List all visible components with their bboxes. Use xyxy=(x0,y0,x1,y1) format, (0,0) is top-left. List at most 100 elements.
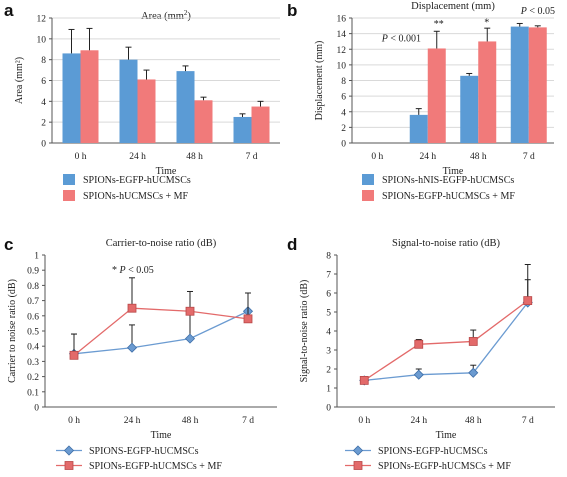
y-tick-label: 8 xyxy=(41,56,46,66)
x-tick-label: 48 h xyxy=(465,416,482,426)
legend-swatch xyxy=(63,190,75,201)
y-tick-label: 0.9 xyxy=(27,267,39,277)
legend-label: SPIONs-EGFP-hUCMSCs + MF xyxy=(378,461,511,472)
legend-swatch xyxy=(362,174,374,185)
legend-label: SPIONS-EGFP-hUCMSCs xyxy=(89,446,199,457)
bar xyxy=(409,114,428,143)
legend-label: SPIONs-EGFP-hUCMSCs xyxy=(83,175,191,186)
panel-letter: d xyxy=(287,235,297,254)
significance-annotation: * xyxy=(484,17,489,28)
x-tick-label: 7 d xyxy=(246,152,258,162)
series-line xyxy=(73,307,249,356)
data-point xyxy=(243,314,253,324)
y-axis-label: Area (mm²) xyxy=(14,57,25,104)
y-axis-label: Signal-to-noise ratio (dB) xyxy=(299,280,310,383)
bar xyxy=(528,27,547,143)
y-tick-label: 0.2 xyxy=(27,373,39,383)
x-tick-label: 7 d xyxy=(523,152,535,162)
y-tick-label: 0 xyxy=(41,140,46,150)
x-tick-label: 48 h xyxy=(182,416,199,426)
y-tick-label: 0.3 xyxy=(27,358,39,368)
data-point xyxy=(413,369,424,380)
y-tick-label: 5 xyxy=(326,309,331,319)
legend-label: SPIONs-EGFP-hUCMSCs + MF xyxy=(382,191,515,202)
y-tick-label: 8 xyxy=(341,77,346,87)
bar xyxy=(119,59,138,143)
panel-letter: c xyxy=(4,235,13,254)
significance-annotation: P < 0.05 xyxy=(520,6,555,17)
y-tick-label: 1 xyxy=(326,385,331,395)
chart-panel-d: d Signal-to-noise ratio (dB) 0 1 2 3 4 5 6 7 8 0 h 2… xyxy=(287,235,555,472)
legend-swatch xyxy=(362,190,374,201)
x-tick-label: 48 h xyxy=(470,152,487,162)
x-tick-label: 7 d xyxy=(522,416,534,426)
y-tick-label: 4 xyxy=(41,98,46,108)
bar xyxy=(478,41,497,143)
y-tick-label: 12 xyxy=(37,15,47,25)
x-axis-label: Time xyxy=(151,430,172,441)
x-tick-label: 24 h xyxy=(410,416,427,426)
y-tick-label: 3 xyxy=(326,347,331,357)
y-tick-label: 0 xyxy=(34,404,39,414)
y-tick-label: 8 xyxy=(326,252,331,262)
chart-title: Displacement (mm) xyxy=(411,1,495,12)
bar xyxy=(137,79,156,143)
bar xyxy=(427,48,446,143)
legend-label: SPIONs-hUCMSCs + MF xyxy=(83,191,189,202)
x-tick-label: 24 h xyxy=(129,152,146,162)
bar xyxy=(251,106,270,143)
chart-panel-c: c Carrier-to-noise ratio (dB) 0 0.1 0.2 0.3 0.… xyxy=(4,235,277,472)
data-point xyxy=(468,337,478,346)
x-axis-label: Time xyxy=(156,166,177,177)
data-point xyxy=(468,367,479,378)
legend-label: SPIONs-hNIS-EGFP-hUCMSCs xyxy=(382,175,514,186)
data-point xyxy=(185,306,195,316)
y-tick-label: 0.4 xyxy=(27,343,39,353)
panel-letter: b xyxy=(287,1,297,20)
data-point xyxy=(359,375,369,385)
x-tick-label: 0 h xyxy=(75,152,87,162)
significance-annotation: P < 0.001 xyxy=(381,33,421,44)
data-point xyxy=(414,339,424,349)
x-tick-label: 0 h xyxy=(68,416,80,426)
legend-marker xyxy=(63,445,75,456)
y-tick-label: 7 xyxy=(326,271,331,281)
bar xyxy=(233,116,252,143)
y-tick-label: 14 xyxy=(337,30,347,40)
data-point xyxy=(126,342,138,353)
y-tick-label: 0.5 xyxy=(27,328,39,338)
series-line xyxy=(364,302,529,382)
chart-panel-b: b Displacement (mm) 0 2 4 6 8 10 12 14 16 0 h 24 h 48… xyxy=(287,1,555,202)
y-tick-label: 2 xyxy=(41,119,46,129)
legend-swatch xyxy=(63,174,75,185)
bar xyxy=(62,53,81,143)
legend-marker xyxy=(64,461,74,470)
bar xyxy=(510,26,529,143)
legend-marker xyxy=(353,461,363,470)
x-tick-label: 48 h xyxy=(186,152,203,162)
series-line xyxy=(363,300,529,381)
x-tick-label: 7 d xyxy=(242,416,254,426)
y-tick-label: 12 xyxy=(337,46,347,56)
y-axis-label: Carrier to noise ratio (dB) xyxy=(7,279,18,383)
legend-marker xyxy=(352,445,364,456)
significance-annotation: ** xyxy=(434,19,444,30)
y-tick-label: 0.6 xyxy=(27,312,39,322)
chart-title: Carrier-to-noise ratio (dB) xyxy=(106,238,217,249)
data-point xyxy=(184,333,196,344)
chart-panel-a: a Area (mm2) 0 2 4 6 8 10 12 0 h 24 h 48 h 7 d Time Ar… xyxy=(4,1,280,202)
y-tick-label: 6 xyxy=(341,93,346,103)
data-point xyxy=(127,303,137,313)
y-tick-label: 0 xyxy=(326,404,331,414)
x-axis-label: Time xyxy=(436,430,457,441)
data-point xyxy=(69,350,79,360)
data-point xyxy=(523,296,533,306)
y-tick-label: 2 xyxy=(341,124,346,134)
y-axis-label: Displacement (mm) xyxy=(314,41,325,121)
x-tick-label: 0 h xyxy=(371,152,383,162)
x-axis-label: Time xyxy=(443,166,464,177)
x-tick-label: 24 h xyxy=(419,152,436,162)
significance-annotation: * P < 0.05 xyxy=(112,265,154,276)
y-tick-label: 2 xyxy=(326,366,331,376)
